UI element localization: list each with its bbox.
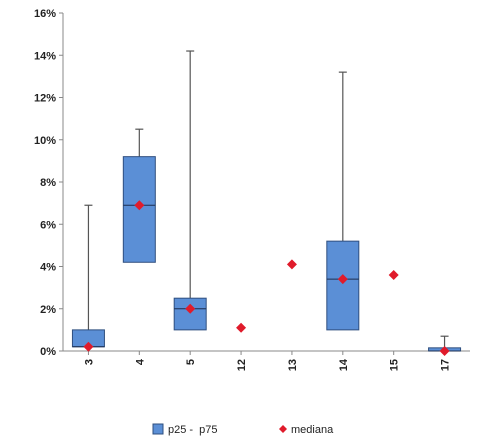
y-tick-label: 16% [34, 8, 56, 20]
x-tick-label: 3 [83, 359, 95, 365]
y-tick-label: 12% [34, 93, 56, 105]
x-axis: 3 4 5 12 13 14 15 17 [63, 350, 470, 371]
box-series [71, 50, 462, 352]
legend-label-box: p25 - p75 [168, 424, 218, 436]
median-marker [337, 274, 348, 285]
median-marker [388, 269, 399, 280]
legend-swatch-box [152, 423, 164, 435]
x-tick-label: 12 [236, 359, 248, 371]
median-marker [439, 346, 450, 356]
x-tick-label: 17 [440, 359, 452, 371]
y-tick-label: 0% [40, 346, 56, 358]
y-tick-label: 2% [40, 304, 56, 316]
box-p25-p75 [326, 240, 360, 331]
median-marker [83, 341, 94, 352]
x-tick-label: 15 [389, 359, 401, 371]
y-tick-label: 10% [34, 135, 56, 147]
median-series [83, 200, 450, 356]
y-tick-label: 4% [40, 262, 56, 274]
x-tick-label: 4 [134, 358, 146, 365]
x-tick-label: 14 [338, 358, 350, 371]
legend-swatch-median [279, 425, 287, 433]
y-axis: 0% 2% 4% 6% 8% 10% 12% 14% 16% [34, 8, 64, 358]
median-marker [134, 200, 145, 211]
y-tick-label: 8% [40, 177, 56, 189]
legend-label-median: mediana [291, 424, 334, 436]
legend: p25 - p75 mediana [152, 423, 334, 436]
y-tick-label: 14% [34, 50, 56, 62]
x-tick-label: 5 [185, 359, 197, 365]
median-marker [236, 322, 247, 333]
box-p25-p75 [173, 297, 207, 331]
median-marker [185, 303, 196, 314]
x-tick-label: 13 [287, 359, 299, 371]
median-marker [286, 259, 297, 270]
y-tick-label: 6% [40, 219, 56, 231]
